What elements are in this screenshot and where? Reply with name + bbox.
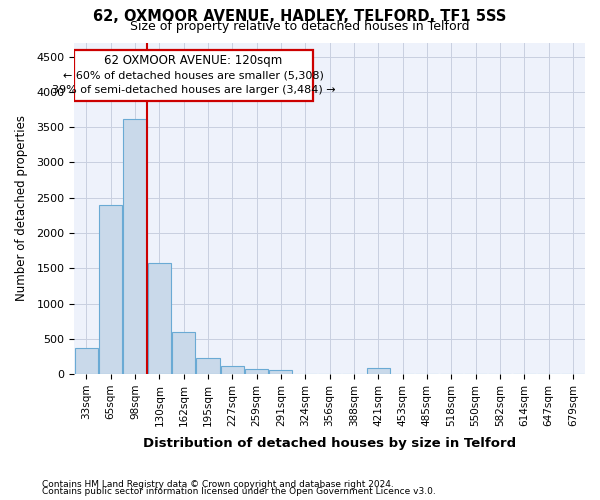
Bar (148, 262, 171, 374)
Text: 62, OXMOOR AVENUE, HADLEY, TELFORD, TF1 5SS: 62, OXMOOR AVENUE, HADLEY, TELFORD, TF1 … (94, 9, 506, 24)
X-axis label: Distribution of detached houses by size in Telford: Distribution of detached houses by size … (143, 437, 516, 450)
Text: 39% of semi-detached houses are larger (3,484) →: 39% of semi-detached houses are larger (… (52, 84, 335, 94)
Text: Contains HM Land Registry data © Crown copyright and database right 2024.: Contains HM Land Registry data © Crown c… (42, 480, 394, 489)
FancyBboxPatch shape (74, 50, 313, 101)
Bar (172, 332, 195, 374)
Y-axis label: Number of detached properties: Number of detached properties (15, 116, 28, 302)
Bar (99, 204, 122, 374)
Text: Contains public sector information licensed under the Open Government Licence v3: Contains public sector information licen… (42, 487, 436, 496)
Text: 62 OXMOOR AVENUE: 120sqm: 62 OXMOOR AVENUE: 120sqm (104, 54, 283, 68)
Bar (75, 348, 98, 374)
Bar (221, 366, 244, 374)
Bar (196, 358, 220, 374)
Bar (269, 370, 292, 374)
Text: Size of property relative to detached houses in Telford: Size of property relative to detached ho… (130, 20, 470, 33)
Bar (367, 368, 390, 374)
Bar (124, 118, 146, 374)
Bar (245, 369, 268, 374)
Text: ← 60% of detached houses are smaller (5,308): ← 60% of detached houses are smaller (5,… (63, 70, 324, 81)
